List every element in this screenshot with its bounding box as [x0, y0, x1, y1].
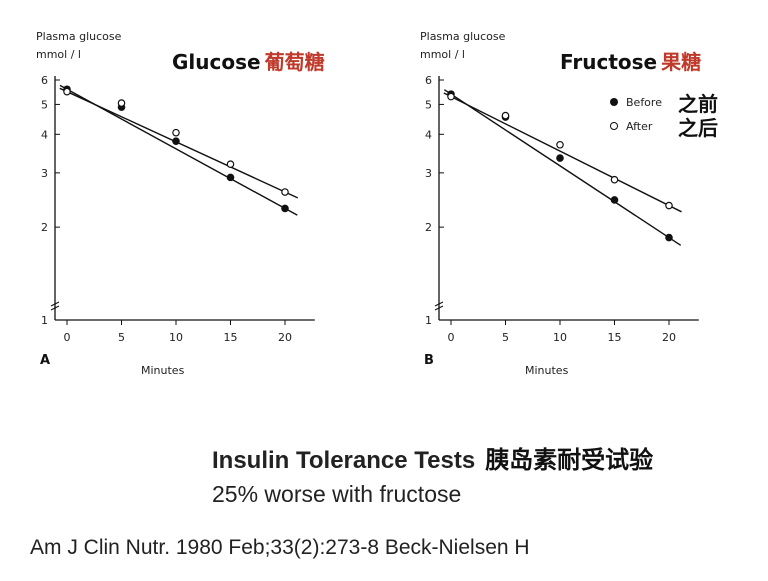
glucose-panel-letter: A	[40, 353, 50, 368]
fructose-chart: Plasma glucose mmol / l Minutes 1 2 3 4 5 6 0 5 10 1…	[420, 30, 699, 377]
glucose-x-tick-label-15: 15	[224, 331, 238, 344]
fructose-x-tick-label-15: 15	[608, 331, 622, 344]
legend-label-after: After	[626, 119, 653, 133]
legend-label-before-cn: 之前	[678, 91, 718, 116]
fructose-x-tick-label-5: 5	[502, 331, 509, 344]
glucose-point-after-5	[117, 99, 126, 107]
caption-title: Insulin Tolerance Tests 胰岛素耐受试验	[212, 440, 653, 475]
glucose-point-after-0	[63, 87, 71, 96]
caption-subtitle: 25% worse with fructose	[212, 481, 462, 507]
fructose-point-after-0	[447, 92, 455, 101]
glucose-point-before-15	[226, 173, 235, 182]
fructose-x-tick-label-20: 20	[662, 331, 676, 344]
fructose-chart-title: Fructose 果糖	[560, 46, 701, 75]
glucose-title-cn: 葡萄糖	[264, 50, 325, 74]
chart-legend: Before 之前 After 之后	[610, 90, 718, 140]
citation: Am J Clin Nutr. 1980 Feb;33(2):273-8 Bec…	[30, 536, 530, 559]
fructose-point-before-15	[610, 196, 619, 204]
fructose-y-tick-label-2: 2	[425, 221, 432, 234]
legend-item-after: After 之后	[610, 114, 718, 140]
glucose-y-tick-label-3: 3	[41, 167, 48, 180]
caption-title-en: Insulin Tolerance Tests	[212, 447, 476, 474]
fructose-y-axis-title: Plasma glucose	[420, 30, 506, 43]
glucose-point-before-20	[281, 204, 289, 213]
fructose-title-cn: 果糖	[661, 50, 702, 74]
legend-label-after-cn: 之后	[678, 115, 718, 140]
chart-panel-fructose: Plasma glucose mmol / l Minutes 1 2 3 4 5 6 0 5 10 1…	[384, 0, 768, 400]
open-circle-icon	[610, 122, 618, 130]
glucose-y-tick-label-6: 6	[41, 74, 48, 87]
glucose-line-after	[59, 87, 299, 199]
glucose-title-en: Glucose	[172, 50, 261, 74]
caption-title-cn: 胰岛素耐受试验	[485, 447, 654, 474]
fructose-y-axis-unit: mmol / l	[420, 48, 465, 61]
fructose-point-before-10	[556, 154, 564, 162]
glucose-chart: Plasma glucose mmol / l Minutes 1 2 3 4 5 6 0 5 10 1…	[36, 30, 315, 377]
glucose-x-tick-label-5: 5	[118, 331, 125, 344]
fructose-title-en: Fructose	[560, 50, 658, 74]
fructose-panel-letter: B	[424, 353, 434, 368]
fructose-point-after-10	[556, 140, 564, 149]
glucose-point-after-20	[281, 188, 289, 196]
chart-panel-glucose: Plasma glucose mmol / l Minutes 1 2 3 4 5 6 0 5 10 1…	[0, 0, 384, 400]
glucose-point-after-15	[226, 160, 235, 168]
fructose-axis-break	[434, 301, 444, 311]
glucose-chart-title: Glucose 葡萄糖	[172, 46, 325, 75]
fructose-y-tick-label-1: 1	[425, 314, 432, 327]
fructose-x-tick-label-10: 10	[553, 331, 567, 344]
glucose-x-tick-label-20: 20	[278, 331, 292, 344]
legend-label-before: Before	[626, 95, 662, 109]
fructose-y-tick-label-5: 5	[425, 98, 432, 111]
glucose-y-tick-label-5: 5	[41, 98, 48, 111]
fructose-y-tick-label-3: 3	[425, 167, 432, 180]
glucose-y-axis-unit: mmol / l	[36, 48, 81, 61]
glucose-axis-break	[50, 301, 60, 311]
fructose-line-before	[443, 89, 682, 246]
filled-circle-icon	[610, 98, 618, 106]
legend-item-before: Before 之前	[610, 90, 718, 116]
fructose-x-axis-title: Minutes	[525, 364, 569, 377]
glucose-point-after-10	[172, 128, 180, 137]
glucose-x-tick-label-10: 10	[169, 331, 183, 344]
glucose-y-tick-label-1: 1	[41, 314, 48, 327]
glucose-y-axis-title: Plasma glucose	[36, 30, 122, 43]
fructose-y-tick-label-4: 4	[425, 128, 432, 141]
fructose-point-after-20	[665, 201, 673, 210]
glucose-x-axis-title: Minutes	[141, 364, 185, 377]
fructose-x-tick-label-0: 0	[448, 331, 455, 344]
glucose-x-tick-label-0: 0	[64, 331, 71, 344]
fructose-point-after-5	[501, 111, 510, 120]
fructose-line-after	[443, 92, 682, 213]
fructose-point-after-15	[610, 175, 619, 184]
glucose-y-tick-label-2: 2	[41, 221, 48, 234]
fructose-y-tick-label-6: 6	[425, 74, 432, 87]
glucose-y-tick-label-4: 4	[41, 128, 48, 141]
fructose-point-before-20	[665, 233, 673, 242]
